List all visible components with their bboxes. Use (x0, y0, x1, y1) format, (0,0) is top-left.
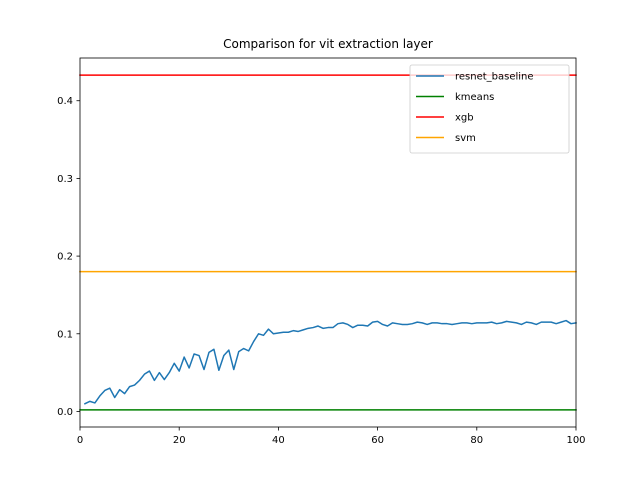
y-tick-label: 0.2 (57, 252, 73, 263)
y-tick-label: 0.0 (57, 407, 73, 418)
x-tick-label: 80 (470, 435, 483, 446)
y-tick-label: 0.3 (57, 174, 73, 185)
legend-label-svm: svm (455, 133, 476, 144)
x-tick-label: 20 (173, 435, 186, 446)
y-tick-label: 0.1 (57, 329, 73, 340)
axes-layer: 0 20 40 60 80 100 0.0 0.1 0.2 0.3 0.4 (57, 57, 586, 446)
chart-title: Comparison for vit extraction layer (223, 37, 433, 51)
x-tick-label: 60 (371, 435, 384, 446)
legend-label-kmeans: kmeans (455, 92, 494, 103)
legend-label-resnet-baseline: resnet_baseline (455, 72, 534, 83)
x-tick-label: 40 (272, 435, 285, 446)
y-tick-label: 0.4 (57, 96, 73, 107)
legend-box (409, 64, 570, 154)
series-line-resnet-baseline (83, 319, 577, 405)
x-tick-label: 100 (566, 435, 585, 446)
series-layer (79, 74, 577, 411)
axes-frame (79, 57, 577, 428)
x-tick-label: 0 (77, 435, 83, 446)
legend-label-xgb: xgb (455, 113, 474, 124)
